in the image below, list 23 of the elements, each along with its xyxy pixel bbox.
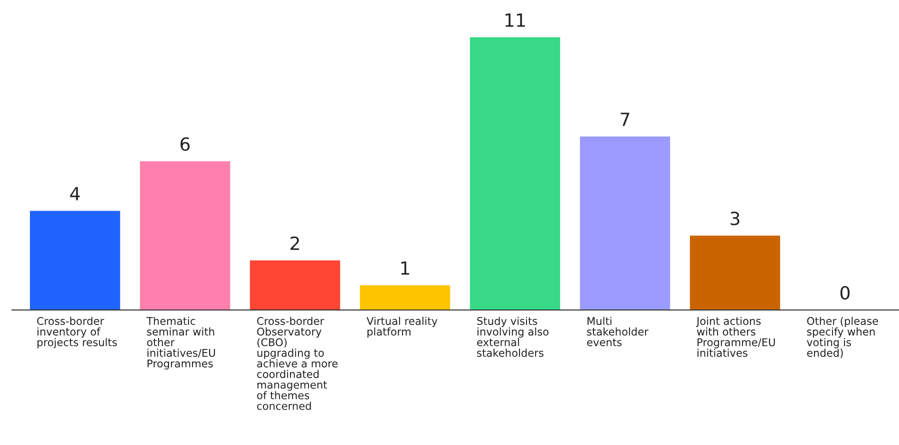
x-tick-label: Cross-border inventory of projects results — [37, 316, 117, 348]
x-tick-label: Study visits involving also external stakeholders — [477, 316, 548, 357]
bar — [30, 210, 120, 310]
x-tick-label: Thematic seminar with other initiatives/EU Programmes — [146, 316, 215, 370]
bar — [360, 285, 450, 310]
data-label: 7 — [620, 112, 630, 126]
data-label: 3 — [730, 212, 740, 226]
bar — [580, 136, 670, 310]
data-label: 4 — [70, 187, 80, 200]
x-tick-label: Joint actions with others Programme/EU initiatives — [696, 316, 775, 357]
bar — [690, 236, 780, 310]
data-label: 6 — [180, 137, 190, 151]
data-label: 11 — [506, 14, 525, 27]
bar — [140, 161, 230, 310]
x-tick-label: Other (please specify when voting is ended) — [806, 316, 878, 358]
bar — [470, 37, 560, 310]
data-label: 0 — [840, 286, 850, 300]
category-label: Cross-border Observatory (CBO) upgrading to achieve a more coordinated management of themes concerned — [257, 316, 338, 410]
data-label: 2 — [290, 236, 299, 250]
x-tick-label: Multi stakeholder events — [587, 316, 648, 346]
bar — [250, 260, 340, 310]
data-label: 1 — [401, 261, 410, 275]
x-tick-label: Virtual reality platform — [366, 316, 438, 338]
